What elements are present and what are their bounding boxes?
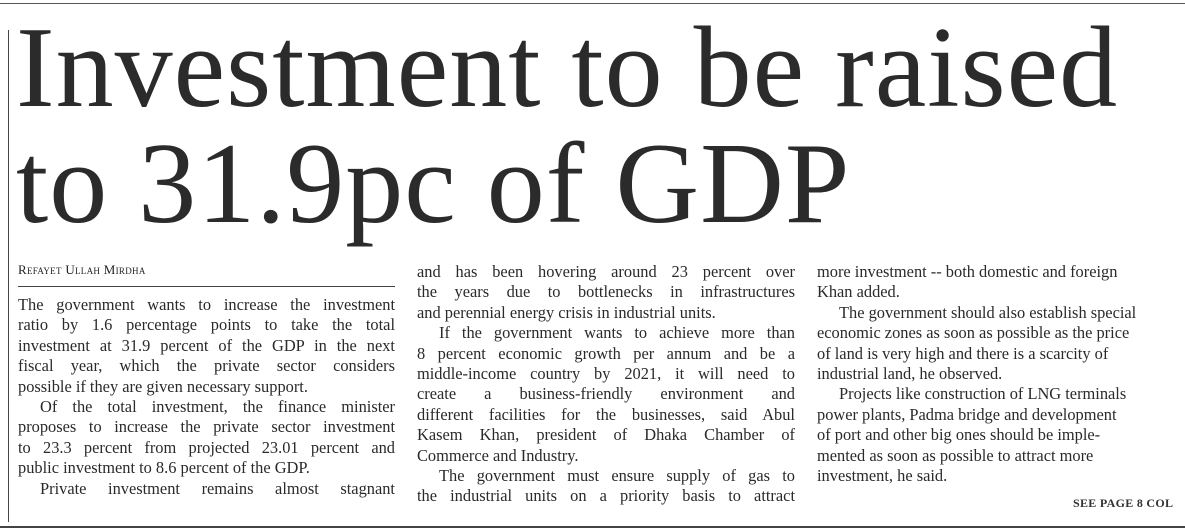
text-line: ratio by 1.6 percentage points to take t…: [18, 315, 395, 335]
headline: Investment to be raised to 31.9pc of GDP: [16, 10, 1118, 242]
article-column-2: and has been hovering around 23 percent …: [417, 262, 795, 507]
text-line: power plants, Padma bridge and developme…: [817, 404, 1117, 424]
text-line: Commerce and Industry.: [417, 445, 579, 465]
headline-line-1: Investment to be raised: [16, 4, 1119, 132]
byline-rule: [18, 286, 395, 287]
text-line: more investment -- both domestic and for…: [817, 262, 1118, 281]
text-line: public investment to 8.6 percent of the …: [18, 458, 310, 478]
text-line: of land is very high and there is a scar…: [817, 343, 1109, 363]
continuation-jump-line: SEE PAGE 8 COL: [1073, 496, 1174, 510]
text-line: The government must ensure supply of gas…: [439, 465, 795, 485]
text-line: fiscal year, which the private sector co…: [18, 356, 395, 376]
text-line: The government should also establish spe…: [839, 302, 1137, 322]
text-line: and perennial energy crisis in industria…: [417, 302, 716, 322]
text-line: investment at 31.9 percent of the GDP in…: [18, 335, 395, 355]
text-line: middle-income country by 2021, it will n…: [417, 363, 795, 383]
text-line: the years due to bottlenecks in infrastr…: [417, 282, 795, 302]
text-line: investment, he said.: [817, 466, 948, 486]
text-line: industrial land, he observed.: [817, 364, 1003, 384]
text-line: Of the total investment, the finance min…: [40, 396, 395, 416]
text-line: different facilities for the businesses,…: [417, 404, 795, 424]
article-column-1: The government wants to increase the inv…: [18, 295, 395, 499]
text-line: economic zones as soon as possible as th…: [817, 323, 1130, 343]
text-line: create a business-friendly environment a…: [417, 384, 795, 404]
left-column-rule: [8, 30, 9, 522]
text-line: If the government wants to achieve more …: [439, 323, 795, 343]
article-column-3: more investment -- both domestic and for…: [817, 262, 1185, 486]
text-line: possible if they are given necessary sup…: [18, 376, 308, 396]
text-line: The government wants to increase the inv…: [18, 295, 395, 314]
headline-line-2: to 31.9pc of GDP: [16, 120, 851, 248]
top-rule: [0, 3, 1185, 4]
text-line: Private investment remains almost stagna…: [40, 478, 395, 498]
text-line: the industrial units on a priority basis…: [417, 486, 795, 506]
text-line: and has been hovering around 23 percent …: [417, 262, 795, 281]
text-line: Projects like construction of LNG termin…: [839, 384, 1127, 404]
text-line: Khan added.: [817, 282, 900, 302]
text-line: to 23.3 percent from projected 23.01 per…: [18, 437, 395, 457]
text-line: 8 percent economic growth per annum and …: [417, 343, 795, 363]
byline: Refayet Ullah Mirdha: [18, 262, 146, 277]
text-line: proposes to increase the private sector …: [18, 417, 395, 437]
text-line: Kasem Khan, president of Dhaka Chamber o…: [417, 425, 795, 445]
bottom-rule: [0, 526, 1185, 528]
text-line: of port and other big ones should be imp…: [817, 425, 1101, 445]
text-line: mented as soon as possible to attract mo…: [817, 445, 1094, 465]
